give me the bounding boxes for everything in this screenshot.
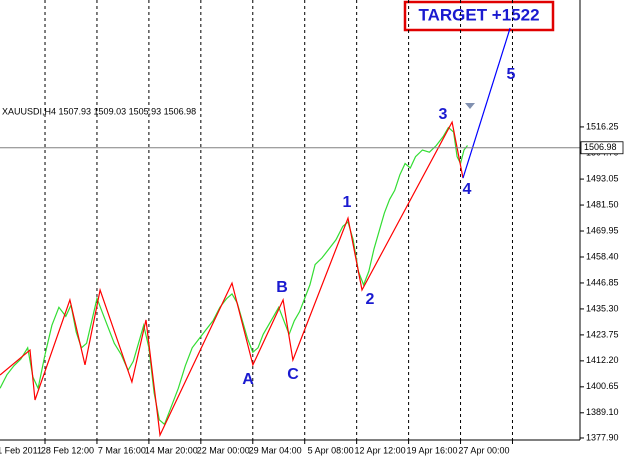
x-tick-label: 19 Apr 16:00 [406,445,457,455]
x-tick-label: 5 Apr 08:00 [308,445,354,455]
y-tick-label: 1412.20 [586,355,619,365]
x-tick-label: 7 Mar 16:00 [98,445,146,455]
symbol-header: XAUUSDI,H4 1507.93 1509.03 1505.93 1506.… [2,106,196,116]
price-label: 1506.98 [584,142,617,152]
wave-label: 1 [343,194,352,211]
series-line [0,126,468,426]
x-tick-label: 29 Mar 04:00 [249,445,302,455]
x-tick-label: 22 Mar 00:00 [197,445,250,455]
wave-label: 4 [463,181,472,198]
series-line [0,120,464,438]
x-tick-label: 14 Mar 20:00 [145,445,198,455]
y-tick-label: 1377.90 [586,432,619,442]
x-tick-label: 12 Apr 12:00 [355,445,406,455]
target-box [403,0,555,32]
marker [465,103,475,109]
y-tick-label: 1423.75 [586,329,619,339]
wave-label: C [287,366,299,383]
y-tick-label: 1400.65 [586,381,619,391]
y-tick-label: 1516.25 [586,121,619,131]
y-tick-label: 1435.30 [586,303,619,313]
wave-label: A [242,371,254,388]
y-tick-label: 1481.50 [586,199,619,209]
target-label: TARGET +1522 [418,5,539,24]
wave-label: 3 [439,106,448,123]
wave-label: 2 [366,291,375,308]
y-tick-label: 1469.95 [586,225,619,235]
y-tick-label: 1458.40 [586,251,619,261]
y-tick-label: 1446.85 [586,277,619,287]
y-tick-label: 1493.05 [586,173,619,183]
x-tick-label: 28 Feb 12:00 [41,445,94,455]
wave-label: 5 [507,66,516,83]
series-line [462,27,511,179]
wave-label: B [276,279,288,296]
x-tick-label: 27 Apr 00:00 [458,445,509,455]
x-tick-label: 21 Feb 2011 [0,445,42,455]
y-tick-label: 1389.10 [586,407,619,417]
price-box [580,141,624,155]
